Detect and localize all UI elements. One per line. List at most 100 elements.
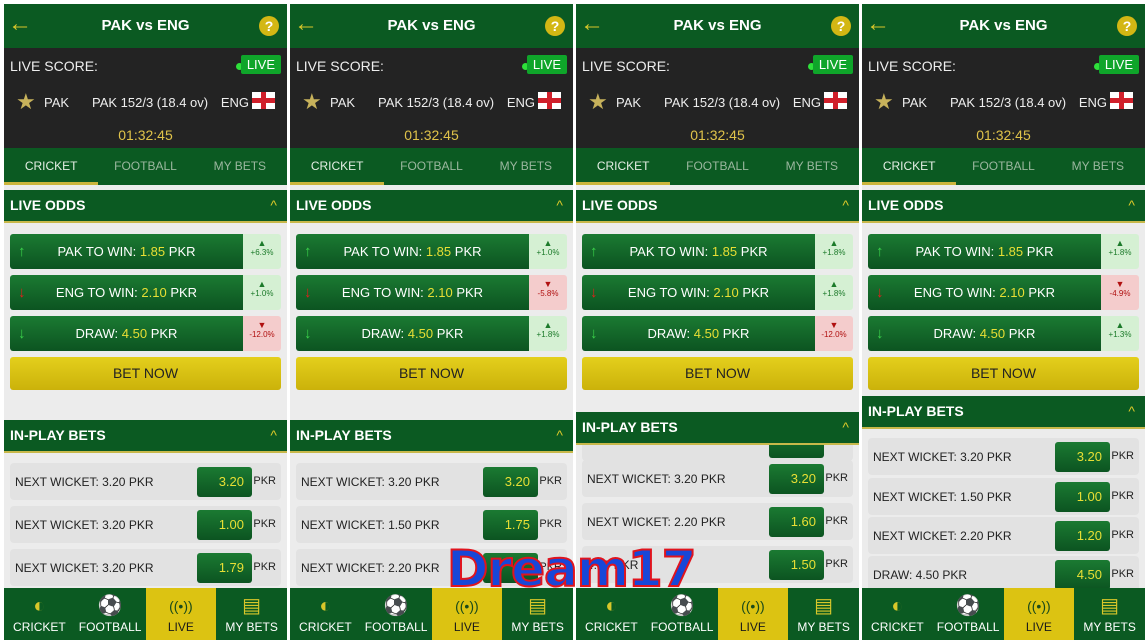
chevron-up-icon[interactable]: ^ xyxy=(842,419,849,435)
back-arrow-icon[interactable]: ← xyxy=(8,10,32,37)
odds-change-badge: ▼ -12.0% xyxy=(815,316,853,351)
tab-my-bets[interactable]: MY BETS xyxy=(213,159,267,173)
odds-button[interactable]: ↓ ENG TO WIN: 2.10 PKR xyxy=(868,275,1101,310)
back-arrow-icon[interactable]: ← xyxy=(866,10,890,37)
odds-row[interactable]: ↑ PAK TO WIN: 1.85 PKR ▲ +1.0% xyxy=(296,234,567,269)
bet-odds-button[interactable]: 1.79 xyxy=(197,553,252,583)
bet-odds-button[interactable]: 1.00 xyxy=(1055,482,1110,512)
pakistan-star-icon: ★ xyxy=(874,89,894,114)
bet-odds-button[interactable]: 1.60 xyxy=(769,507,824,537)
chevron-up-icon[interactable]: ^ xyxy=(842,197,849,213)
tab-football[interactable]: FOOTBALL xyxy=(114,159,177,173)
nav-live[interactable]: ((•)) LIVE xyxy=(431,588,503,640)
tab-cricket[interactable]: CRICKET xyxy=(4,148,99,185)
nav-my-bets[interactable]: ▤ MY BETS xyxy=(502,588,573,640)
nav-football[interactable]: ⚽ FOOTBALL xyxy=(933,588,1004,640)
odds-button[interactable]: ↓ ENG TO WIN: 2.10 PKR xyxy=(10,275,243,310)
bet-odds-button[interactable]: 4.50 xyxy=(1055,560,1110,590)
nav-my-bets[interactable]: ▤ MY BETS xyxy=(1074,588,1145,640)
odds-row[interactable]: ↑ PAK TO WIN: 1.85 PKR ▲ +1.8% xyxy=(582,234,853,269)
in-play-bets-header[interactable]: IN-PLAY BETS ^ xyxy=(576,412,859,445)
bet-now-button[interactable]: BET NOW xyxy=(296,357,567,390)
in-play-bets-header[interactable]: IN-PLAY BETS ^ xyxy=(862,396,1145,429)
tab-football[interactable]: FOOTBALL xyxy=(400,159,463,173)
in-play-bets-header[interactable]: IN-PLAY BETS ^ xyxy=(290,420,573,453)
bet-odds-button[interactable]: 1.20 xyxy=(1055,521,1110,551)
odds-row[interactable]: ↓ ENG TO WIN: 2.10 PKR ▼ -5.8% xyxy=(296,275,567,310)
chevron-up-icon[interactable]: ^ xyxy=(270,427,277,443)
bet-odds-button[interactable]: 3.20 xyxy=(769,464,824,494)
odds-change: -12.0% xyxy=(249,330,275,339)
odds-label: ENG TO WIN: xyxy=(341,285,424,300)
bet-odds-button[interactable]: 3.20 xyxy=(197,467,252,497)
nav-cricket[interactable]: ◐ CRICKET xyxy=(4,588,75,640)
bet-odds-button[interactable]: 1. xyxy=(483,553,538,583)
live-odds-header[interactable]: LIVE ODDS ^ xyxy=(862,190,1145,223)
help-icon[interactable]: ? xyxy=(1117,16,1137,36)
score-text: PAK 152/3 (18.4 ov) xyxy=(92,95,209,110)
nav-football[interactable]: ⚽ FOOTBALL xyxy=(361,588,432,640)
odds-row[interactable]: ↑ PAK TO WIN: 1.85 PKR ▲ +6.3% xyxy=(10,234,281,269)
odds-row[interactable]: ↓ DRAW: 4.50 PKR ▼ -12.0% xyxy=(10,316,281,351)
chevron-up-icon[interactable]: ^ xyxy=(556,197,563,213)
live-odds-header[interactable]: LIVE ODDS ^ xyxy=(290,190,573,223)
odds-button[interactable]: ↓ ENG TO WIN: 2.10 PKR xyxy=(296,275,529,310)
bet-odds-button[interactable]: 1.75 xyxy=(483,510,538,540)
bet-odds-button[interactable]: 1.50 xyxy=(769,550,824,580)
bet-odds-button[interactable]: 3.20 xyxy=(1055,442,1110,472)
tab-my-bets[interactable]: MY BETS xyxy=(499,159,553,173)
nav-football[interactable]: ⚽ FOOTBALL xyxy=(647,588,718,640)
back-arrow-icon[interactable]: ← xyxy=(294,10,318,37)
help-icon[interactable]: ? xyxy=(545,16,565,36)
nav-cricket[interactable]: ◐ CRICKET xyxy=(862,588,933,640)
odds-row[interactable]: ↓ DRAW: 4.50 PKR ▲ +1.3% xyxy=(868,316,1139,351)
odds-button[interactable]: ↓ DRAW: 4.50 PKR xyxy=(296,316,529,351)
bet-now-button[interactable]: BET NOW xyxy=(10,357,281,390)
odds-button[interactable]: ↑ PAK TO WIN: 1.85 PKR xyxy=(296,234,529,269)
tab-my-bets[interactable]: MY BETS xyxy=(1071,159,1125,173)
tab-my-bets[interactable]: MY BETS xyxy=(785,159,839,173)
chevron-up-icon[interactable]: ^ xyxy=(556,427,563,443)
odds-row[interactable]: ↓ ENG TO WIN: 2.10 PKR ▲ +1.8% xyxy=(582,275,853,310)
chevron-up-icon[interactable]: ^ xyxy=(1128,403,1135,419)
live-odds-header[interactable]: LIVE ODDS ^ xyxy=(4,190,287,223)
nav-live[interactable]: ((•)) LIVE xyxy=(717,588,789,640)
odds-button[interactable]: ↑ PAK TO WIN: 1.85 PKR xyxy=(868,234,1101,269)
bet-now-button[interactable]: BET NOW xyxy=(868,357,1139,390)
bet-now-button[interactable]: BET NOW xyxy=(582,357,853,390)
nav-cricket[interactable]: ◐ CRICKET xyxy=(576,588,647,640)
chevron-up-icon[interactable]: ^ xyxy=(1128,197,1135,213)
odds-button[interactable]: ↓ DRAW: 4.50 PKR xyxy=(582,316,815,351)
odds-button[interactable]: ↓ ENG TO WIN: 2.10 PKR xyxy=(582,275,815,310)
odds-button[interactable]: ↑ PAK TO WIN: 1.85 PKR xyxy=(10,234,243,269)
back-arrow-icon[interactable]: ← xyxy=(580,10,604,37)
odds-value: 1.85 xyxy=(997,244,1024,259)
help-icon[interactable]: ? xyxy=(259,16,279,36)
help-icon[interactable]: ? xyxy=(831,16,851,36)
tab-football[interactable]: FOOTBALL xyxy=(972,159,1035,173)
nav-my-bets[interactable]: ▤ MY BETS xyxy=(788,588,859,640)
odds-row[interactable]: ↑ PAK TO WIN: 1.85 PKR ▲ +1.8% xyxy=(868,234,1139,269)
in-play-bets-header[interactable]: IN-PLAY BETS ^ xyxy=(4,420,287,453)
odds-row[interactable]: ↓ ENG TO WIN: 2.10 PKR ▲ +1.0% xyxy=(10,275,281,310)
tab-cricket[interactable]: CRICKET xyxy=(862,148,957,185)
odds-row[interactable]: ↓ DRAW: 4.50 PKR ▲ +1.8% xyxy=(296,316,567,351)
odds-button[interactable]: ↑ PAK TO WIN: 1.85 PKR xyxy=(582,234,815,269)
bet-odds-button[interactable]: 1.00 xyxy=(197,510,252,540)
odds-button[interactable]: ↓ DRAW: 4.50 PKR xyxy=(10,316,243,351)
tab-football[interactable]: FOOTBALL xyxy=(686,159,749,173)
nav-live[interactable]: ((•)) LIVE xyxy=(1003,588,1075,640)
england-flag-icon xyxy=(824,92,847,109)
nav-my-bets[interactable]: ▤ MY BETS xyxy=(216,588,287,640)
odds-button[interactable]: ↓ DRAW: 4.50 PKR xyxy=(868,316,1101,351)
nav-cricket[interactable]: ◐ CRICKET xyxy=(290,588,361,640)
nav-football[interactable]: ⚽ FOOTBALL xyxy=(75,588,146,640)
odds-row[interactable]: ↓ ENG TO WIN: 2.10 PKR ▼ -4.9% xyxy=(868,275,1139,310)
bet-odds-button[interactable]: 3.20 xyxy=(483,467,538,497)
tab-cricket[interactable]: CRICKET xyxy=(290,148,385,185)
chevron-up-icon[interactable]: ^ xyxy=(270,197,277,213)
odds-row[interactable]: ↓ DRAW: 4.50 PKR ▼ -12.0% xyxy=(582,316,853,351)
live-odds-header[interactable]: LIVE ODDS ^ xyxy=(576,190,859,223)
nav-live[interactable]: ((•)) LIVE xyxy=(145,588,217,640)
tab-cricket[interactable]: CRICKET xyxy=(576,148,671,185)
